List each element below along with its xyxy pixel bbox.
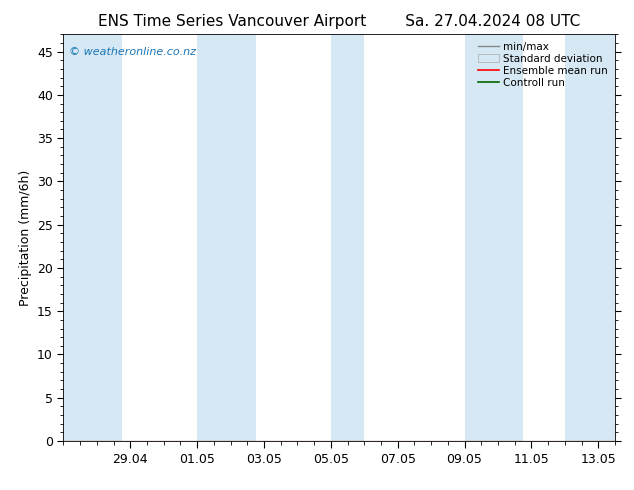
Bar xyxy=(331,34,365,441)
Title: ENS Time Series Vancouver Airport        Sa. 27.04.2024 08 UTC: ENS Time Series Vancouver Airport Sa. 27… xyxy=(98,14,580,29)
Bar xyxy=(465,34,523,441)
Bar xyxy=(63,34,122,441)
Y-axis label: Precipitation (mm/6h): Precipitation (mm/6h) xyxy=(18,170,32,306)
Bar xyxy=(565,34,615,441)
Legend: min/max, Standard deviation, Ensemble mean run, Controll run: min/max, Standard deviation, Ensemble me… xyxy=(476,40,610,90)
Text: © weatheronline.co.nz: © weatheronline.co.nz xyxy=(69,47,196,56)
Bar xyxy=(197,34,256,441)
